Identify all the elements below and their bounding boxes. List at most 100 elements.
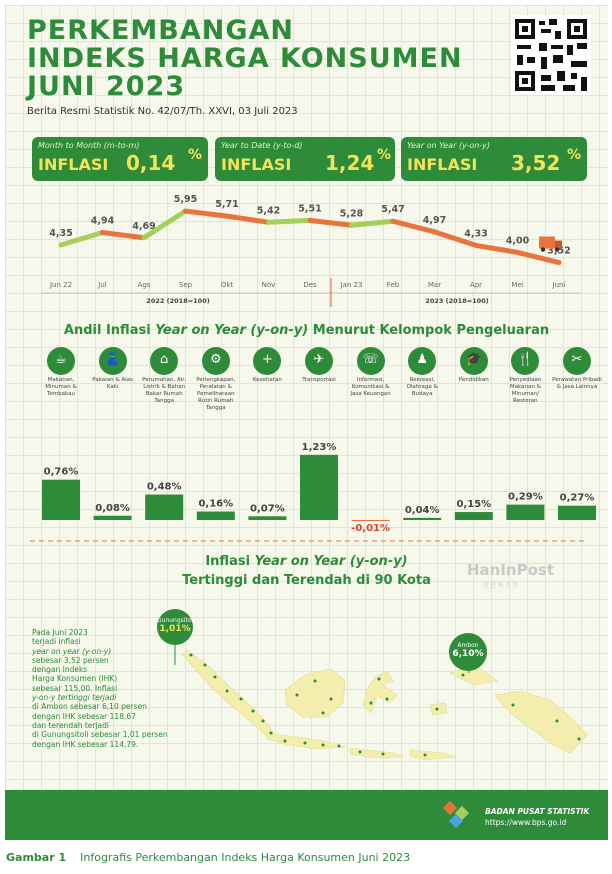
bar-value-label: 1,23% [302,442,337,453]
category-icon: + [253,347,282,375]
yoy-pct: % [567,147,582,163]
data-label: 4,94 [91,215,115,226]
description-line: Pada Juni 2023 [32,628,88,637]
category-icon: ☕ [47,347,75,375]
data-label: 5,51 [298,203,321,214]
x-tick-label: Des [303,281,317,289]
bar-value-label: 0,04% [405,505,440,516]
bps-logo-icon [442,800,470,829]
description-line: year on year (y-on-y) [32,646,112,656]
category-label: Rekreasi, Olahraga & Budaya [406,377,438,397]
category-label: Makanan, Minuman & Tembakau [45,377,77,397]
description-line: y-on-y tertinggi terjadi [32,693,117,703]
highest-city-bubble: Ambon 6,10% [449,633,487,671]
data-label: 5,47 [381,204,404,215]
category-label: Perawatan Pribadi & Jasa Lainnya [552,377,602,390]
caption-label: Gambar 1 [6,851,67,864]
category-glyph-icon: ✂ [571,352,583,367]
yoy-value: 3,52 [511,151,561,175]
bar-value-label: 0,27% [560,493,595,504]
description-line: dengan Indeks [32,665,88,675]
category-glyph-icon: 🎓 [465,352,482,367]
category-label: Pendidikan [458,377,489,383]
x-tick-label: Feb [387,281,400,289]
bar [93,515,132,520]
mtm-label: INFLASI [38,155,109,174]
section2-title-post: Menurut Kelompok Pengeluaran [308,323,550,338]
ytd-box: Year to Date (y-to-d) INFLASI 1,24 % [215,137,395,181]
category-glyph-icon: ✈ [313,352,325,367]
bar [42,479,80,520]
category-label: Perumahan, Air, Listrik & Bahan Bakar Ru… [142,377,187,404]
x-tick-label: Juni [552,281,566,289]
period-label-2022: 2022 (2018=100) [146,297,209,305]
line-segment [224,213,271,225]
period-label-2023: 2023 (2018=100) [425,297,488,305]
x-tick-label: Jun 22 [49,281,72,289]
x-tick-label: Sep [179,281,193,289]
description-line: Harga Konsumen (IHK) [32,674,118,684]
x-tick-label: Apr [470,281,482,289]
title-line2: INDEKS HARGA KONSUMEN [27,43,463,74]
x-tick-label: Ags [138,281,151,289]
bar-value-label: 0,15% [456,499,491,510]
data-label: 4,00 [506,235,530,246]
bar [351,520,390,521]
caption-text: Infografis Perkembangan Indeks Harga Kon… [80,851,411,864]
x-tick-label: Mei [511,281,523,289]
section3-title-pre: Inflasi [205,554,255,569]
bar [403,517,442,520]
category-glyph-icon: 👗 [104,352,121,367]
category-icon: 🍴 [511,347,540,375]
bar [145,494,184,520]
section2-title: Andil Inflasi Year on Year (y-on-y) Menu… [5,323,608,338]
x-tick-label: Okt [221,281,234,289]
category-glyph-icon: ⚙ [209,352,222,367]
section3-title-em: Year on Year (y-on-y) [254,554,408,569]
data-label: 4,33 [464,228,487,239]
qr-code[interactable] [511,15,591,95]
mtm-pct: % [188,147,203,163]
bar-chart: 0,76% 0,08% 0,48% 0,16% 0,07% 1,23% -0,01% 0,04… [30,442,596,542]
bar [300,454,338,520]
category-label: Informasi, Komunikasi & Jasa Keuangan [350,377,391,397]
data-label: 5,42 [257,205,280,216]
section3-title-line2: Tertinggi dan Terendah di 90 Kota [182,573,431,588]
line-segment [183,208,230,219]
category-icon: 👗 [98,347,127,375]
x-tick-label: Mar [428,281,441,289]
qr-pattern [515,19,587,91]
line-segment [266,217,313,225]
ytd-sub: Year to Date (y-to-d) [221,141,303,150]
bar-value-label: 0,29% [508,492,543,503]
lowest-city-bubble: Gunungsitoli 1,01% [157,609,195,645]
x-tick-label: Nov [262,281,276,289]
category-icon: ✂ [563,347,591,375]
data-label: 4,69 [132,221,155,232]
truck-cab-icon [555,240,562,249]
bar [506,504,545,520]
bar-value-label: -0,01% [351,523,390,534]
section2-title-em: Year on Year (y-on-y) [155,323,309,338]
description-line: dan terendah terjadi [32,720,109,730]
section2-title-pre: Andil Inflasi [63,323,156,338]
category-label: Pakaian & Alas Kaki [92,377,133,390]
mtm-box: Month to Month (m-to-m) INFLASI 0,14 % [32,137,208,181]
category-icon: ⌂ [150,347,179,375]
bar-value-label: 0,76% [44,467,79,478]
category-label: Perlengkapan, Peralatan & Pemeliharaan R… [196,377,236,411]
description-line: dengan IHK sebesar 118,67 [32,711,136,721]
category-icon: 🎓 [459,347,488,375]
ytd-pct: % [377,147,392,163]
watermark-sub: 한 인 포 스 트 [483,582,519,589]
bps-url[interactable]: https://www.bps.go.id [485,818,567,827]
title-line1: PERKEMBANGAN [27,15,294,46]
data-label: 4,97 [423,215,446,226]
line-segment [100,229,147,241]
bps-name: BADAN PUSAT STATISTIK [485,807,590,816]
category-glyph-icon: 🍴 [517,352,534,367]
category-label: Kesehatan [252,377,282,383]
ytd-label: INFLASI [221,155,292,174]
data-label: 3,52 [547,246,570,257]
